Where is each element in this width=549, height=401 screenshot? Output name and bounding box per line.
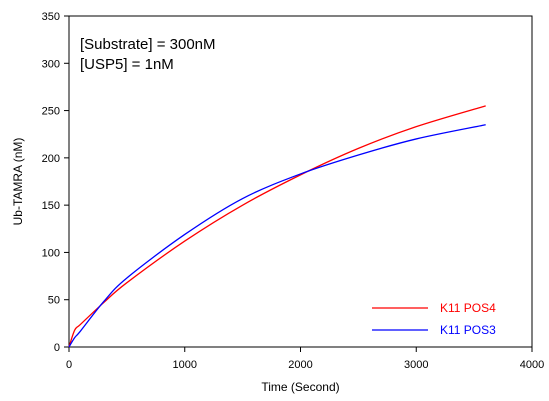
x-tick-label: 2000 bbox=[288, 359, 312, 371]
x-tick-label: 4000 bbox=[520, 359, 544, 371]
x-axis: 0 1000 2000 3000 4000 bbox=[66, 347, 544, 371]
annotation-text: [USP5] = 1nM bbox=[80, 56, 174, 73]
legend-label: K11 POS3 bbox=[440, 323, 496, 337]
x-tick-label: 3000 bbox=[404, 359, 428, 371]
x-axis-title: Time (Second) bbox=[261, 380, 339, 394]
x-tick-label: 1000 bbox=[173, 359, 197, 371]
y-tick-label: 100 bbox=[42, 247, 60, 259]
series-layer bbox=[68, 105, 486, 348]
annotations: [Substrate] = 300nM [USP5] = 1nM bbox=[80, 36, 216, 73]
annotation-text: [Substrate] = 300nM bbox=[80, 36, 216, 53]
series-line-2 bbox=[68, 124, 486, 348]
y-tick-label: 250 bbox=[42, 106, 60, 118]
y-tick-label: 200 bbox=[42, 153, 60, 165]
y-tick-label: 150 bbox=[42, 200, 60, 212]
x-tick-label: 0 bbox=[66, 359, 72, 371]
y-axis: 0 50 100 150 200 250 300 350 bbox=[42, 11, 69, 354]
y-axis-title: Ub-TAMRA (nM) bbox=[11, 138, 25, 226]
y-tick-label: 350 bbox=[42, 11, 60, 23]
y-tick-label: 300 bbox=[42, 58, 60, 70]
series-line-1 bbox=[68, 105, 486, 348]
legend: K11 POS4 K11 POS3 bbox=[372, 301, 496, 337]
legend-label: K11 POS4 bbox=[440, 301, 496, 315]
y-tick-label: 50 bbox=[48, 295, 60, 307]
y-tick-label: 0 bbox=[54, 342, 60, 354]
